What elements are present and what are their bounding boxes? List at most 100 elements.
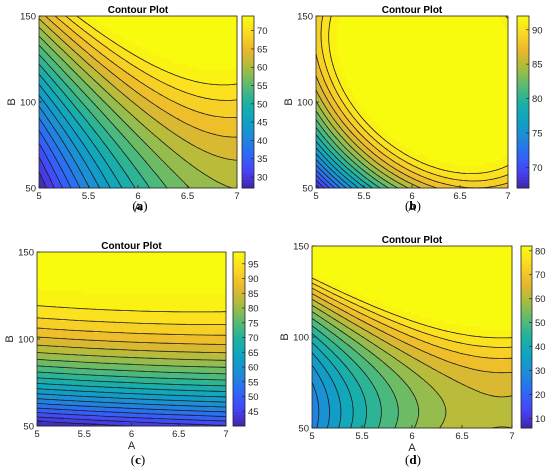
x-tick-label: 6.5	[181, 191, 194, 202]
colorbar-tick-label: 40	[257, 136, 268, 147]
y-tick-label: 100	[18, 335, 34, 346]
x-tick-label: 6	[409, 431, 414, 442]
colorbar-tick-label: 30	[535, 366, 546, 377]
contour-line	[38, 27, 232, 189]
x-tick-label: 5	[309, 431, 314, 442]
contour-line	[315, 141, 366, 189]
y-tick-label: 100	[297, 98, 313, 109]
contour-line	[320, 15, 509, 182]
colorbar-tick-label: 45	[248, 407, 259, 418]
x-tick-label: 7	[509, 431, 514, 442]
contour-line	[36, 344, 227, 354]
colorbar-tick-label: 60	[257, 63, 268, 74]
contour-line	[36, 382, 226, 392]
y-tick-label: 150	[297, 12, 313, 23]
x-tick-label: 5.5	[78, 429, 91, 440]
x-tick-label: 5.5	[357, 191, 370, 202]
contour-line	[311, 342, 354, 429]
colorbar-tick-label: 85	[248, 289, 259, 300]
y-tick-label: 150	[18, 248, 34, 259]
contour-line	[36, 359, 226, 368]
contour-line	[328, 15, 509, 174]
x-tick-label: 6	[135, 191, 140, 202]
x-tick-label: 5.5	[355, 431, 368, 442]
x-tick-label: 5.5	[82, 191, 95, 202]
y-tick-label: 100	[293, 333, 309, 344]
contour-line	[36, 407, 227, 417]
x-axis-label: A	[408, 442, 416, 454]
panel-caption: (b)	[405, 198, 421, 213]
contour-line	[38, 54, 151, 189]
contour-line	[36, 352, 226, 361]
contour-line	[38, 35, 190, 189]
colorbar-tick-label: 20	[535, 390, 546, 401]
y-tick-label: 50	[25, 184, 36, 195]
contour-lines	[38, 15, 238, 189]
contour-line	[65, 15, 238, 101]
contour-line	[54, 15, 238, 118]
panel-caption: (a)	[132, 198, 147, 213]
contour-line	[311, 282, 513, 348]
contour-line	[311, 304, 447, 429]
contour-line	[311, 325, 382, 429]
colorbar-tick-label: 75	[248, 318, 259, 329]
colorbar-tick-label: 75	[532, 128, 543, 139]
x-tick-label: 5	[313, 191, 318, 202]
contour-line	[36, 416, 227, 426]
contour-line	[36, 305, 226, 313]
colorbar-tick-label: 65	[248, 348, 259, 359]
x-axis-label: A	[134, 202, 142, 214]
colorbar-tick-label: 50	[535, 318, 546, 329]
contour-line	[38, 84, 111, 189]
colorbar-tick-label: 70	[248, 333, 259, 344]
contour-fill	[39, 16, 238, 189]
contour-line	[311, 333, 367, 429]
contour-line	[36, 393, 227, 403]
x-tick-label: 6.5	[172, 429, 185, 440]
colorbar-tick-label: 80	[248, 304, 259, 315]
contour-line	[311, 293, 513, 374]
colorbar-tick-label: 30	[257, 173, 268, 184]
contour-line	[36, 403, 227, 413]
contour-line	[311, 352, 342, 429]
panel-caption: (d)	[405, 452, 421, 467]
colorbar-tick-label: 55	[248, 377, 259, 388]
contour-line	[38, 18, 238, 161]
x-tick-label: 6	[409, 191, 414, 202]
colorbar-tick-label: 40	[535, 342, 546, 353]
x-tick-label: 7	[223, 429, 228, 440]
contour-line	[36, 420, 130, 427]
contour-line	[36, 365, 227, 375]
panel-letter: b	[409, 198, 416, 213]
colorbar-tick-label: 50	[248, 392, 259, 403]
x-axis-label: A	[128, 440, 136, 452]
colorbar-tick-label: 10	[535, 414, 546, 425]
x-tick-label: 6.5	[455, 431, 468, 442]
y-tick-label: 50	[23, 422, 34, 433]
chart-title: Contour Plot	[382, 5, 443, 16]
contour-panel-a: 5 5.5 6 6.5 7 50 100 150 A B Contour Plot 30 35 40 45 5…	[6, 5, 268, 214]
chart-title: Contour Plot	[382, 235, 443, 246]
contour-lines	[311, 277, 513, 429]
colorbar-tick-label: 65	[257, 44, 268, 55]
colorbar-tick-label: 55	[257, 81, 268, 92]
panel-letter: a	[137, 198, 144, 213]
colorbar: 30 35 40 45 50 55 60 65 70	[241, 15, 268, 189]
colorbar-tick-label: 60	[248, 363, 259, 374]
contour-line	[36, 398, 226, 408]
colorbar-tick-label: 70	[535, 270, 546, 281]
contour-panel-c: 5 5.5 6 6.5 7 50 100 150 A B Contour Plot 45 50 55 60 6…	[4, 241, 259, 467]
contour-line	[36, 336, 226, 345]
contour-line	[315, 153, 353, 189]
y-axis-label: B	[6, 98, 18, 105]
panel-letter: d	[409, 452, 417, 467]
colorbar: 70 75 80 85 90	[516, 15, 543, 189]
colorbar-tick-label: 85	[532, 60, 543, 71]
panel-caption: (c)	[131, 452, 145, 467]
x-tick-label: 7	[505, 191, 510, 202]
colorbar-tick-label: 50	[257, 99, 268, 110]
colorbar-tick-label: 70	[257, 26, 268, 37]
colorbar-tick-label: 80	[532, 94, 543, 105]
contour-line	[315, 134, 373, 189]
contour-line	[45, 15, 237, 138]
